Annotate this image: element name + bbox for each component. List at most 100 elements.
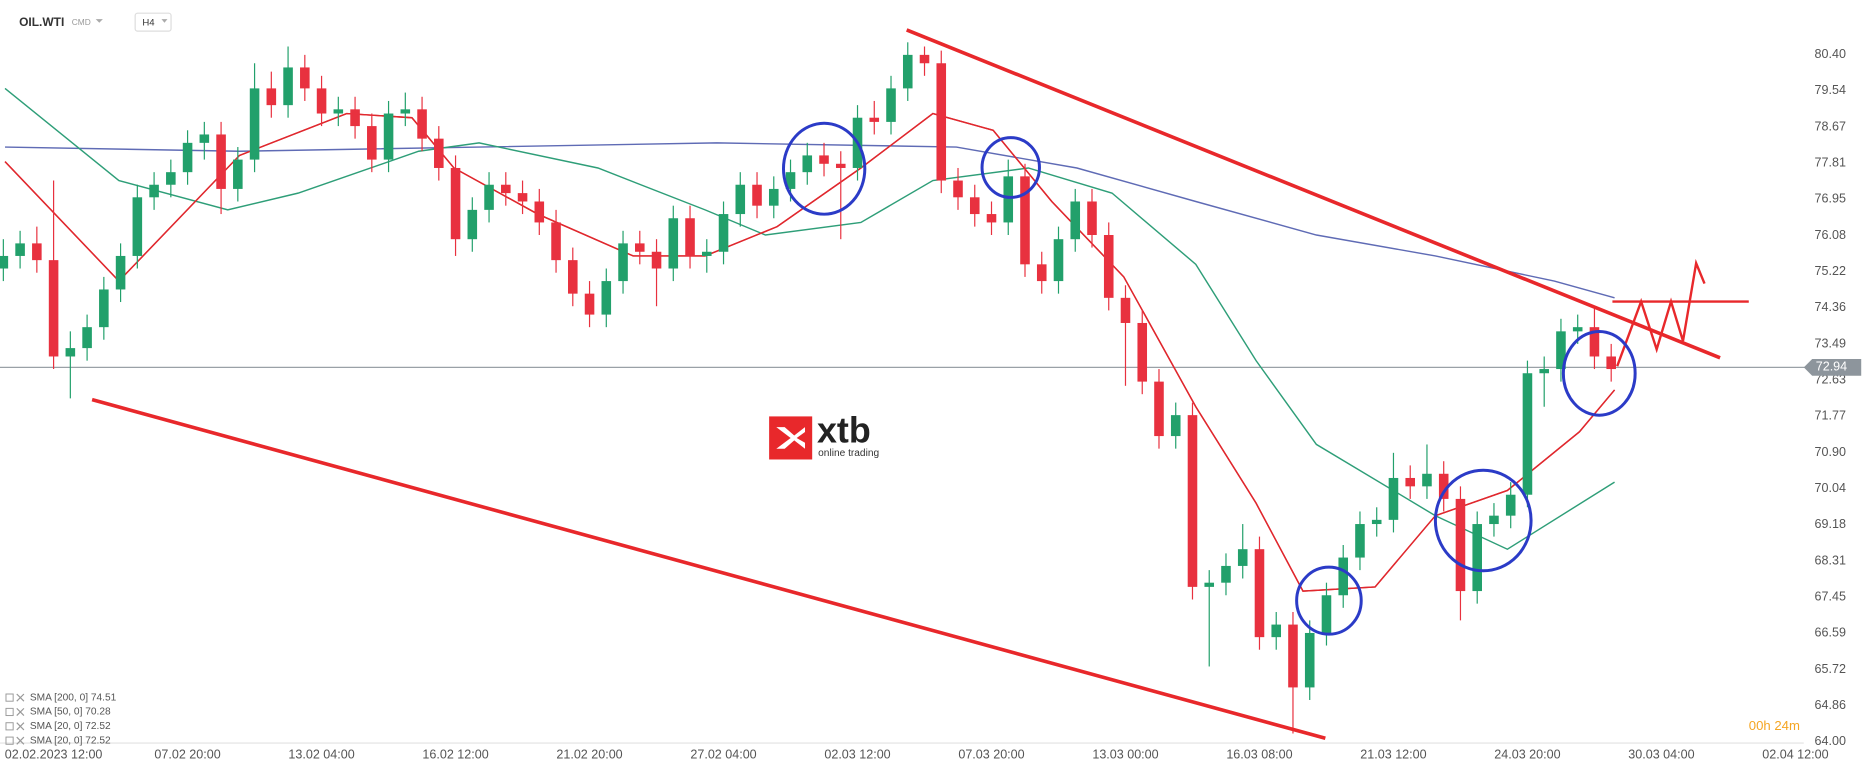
candle-body — [1489, 515, 1499, 525]
candle-body — [534, 201, 545, 223]
y-tick-label: 73.49 — [1815, 337, 1846, 351]
candle-body — [132, 197, 143, 256]
instrument: OIL.WTI — [19, 15, 64, 29]
candle-body — [601, 281, 612, 315]
x-tick-label: 02.03 12:00 — [824, 747, 890, 761]
x-tick-label: 16.03 08:00 — [1226, 747, 1292, 761]
candle-body — [166, 172, 176, 185]
candle-body — [32, 243, 42, 261]
y-tick-label: 68.31 — [1815, 554, 1846, 568]
highlight-circle — [1295, 565, 1363, 636]
candle-body — [0, 255, 9, 269]
candle-body — [1036, 264, 1047, 282]
logo: xtb online trading — [769, 411, 879, 460]
y-tick-label: 71.77 — [1815, 409, 1846, 423]
legend-close — [16, 707, 25, 716]
candle-body — [115, 255, 126, 290]
x-tick-label: 13.03 00:00 — [1092, 747, 1158, 761]
timeframe[interactable]: H4 — [142, 17, 155, 28]
x-tick-label: 24.03 20:00 — [1494, 747, 1560, 761]
candle-body — [249, 88, 260, 160]
candle-body — [316, 88, 327, 114]
x-tick-label: 07.02 20:00 — [154, 747, 220, 761]
candle-body — [1455, 498, 1466, 592]
candle-body — [1422, 473, 1432, 487]
candle-body — [199, 134, 210, 143]
y-tick-label: 66.59 — [1815, 626, 1846, 640]
y-tick-label: 79.54 — [1815, 83, 1846, 97]
candle-body — [283, 67, 293, 106]
candle-body — [383, 113, 394, 160]
candle-body — [668, 218, 679, 269]
candle-body — [685, 218, 695, 256]
candle-body — [48, 260, 59, 357]
candle-body — [584, 293, 595, 315]
candle-body — [835, 163, 846, 168]
highlight-circle — [781, 121, 867, 216]
candle-body — [618, 243, 628, 282]
candle-body — [266, 88, 277, 106]
candle-body — [869, 117, 880, 122]
candle-body — [484, 184, 494, 210]
legend-entry: SMA [20, 0] 72.52 — [30, 721, 111, 732]
legend-close — [16, 736, 25, 745]
candle-body — [350, 109, 360, 127]
y-tick-label: 74.36 — [1815, 300, 1846, 314]
candle-body — [1388, 477, 1399, 520]
candle-body — [986, 214, 997, 223]
candle-body — [434, 138, 444, 168]
timeframe-box[interactable] — [134, 12, 172, 32]
legend-entry: SMA [50, 0] 70.28 — [30, 707, 111, 718]
x-tick-label: 30.03 04:00 — [1628, 747, 1694, 761]
logo-x — [776, 427, 806, 449]
candle-body — [1556, 331, 1566, 370]
candle-body — [1020, 176, 1030, 265]
candle-body — [1187, 415, 1198, 587]
candle-body — [1472, 524, 1482, 592]
candle-body — [768, 188, 779, 206]
candle-body — [216, 134, 226, 189]
legend-icon — [5, 722, 14, 731]
candle-body — [1304, 632, 1315, 688]
x-tick-label: 02.04 12:00 — [1762, 747, 1828, 761]
candle-body — [300, 67, 310, 89]
logo-text: xtb — [817, 411, 871, 451]
candle-body — [551, 222, 561, 261]
candle-body — [1405, 477, 1415, 487]
legend-icon — [5, 693, 14, 702]
candle-body — [1103, 235, 1114, 298]
candle-body — [1221, 565, 1231, 583]
candle-body — [1003, 176, 1014, 223]
candle-body — [1137, 322, 1148, 382]
candle-body — [1321, 595, 1332, 633]
candle-body — [417, 109, 427, 139]
candle-body — [1522, 373, 1533, 495]
candle-body — [936, 63, 947, 181]
candle-body — [969, 197, 980, 215]
timeframe-arrow[interactable] — [161, 19, 168, 23]
candle-body — [1271, 624, 1282, 638]
candle-body — [467, 209, 478, 240]
projection-path — [1616, 258, 1706, 367]
candle-body — [701, 251, 712, 256]
legend-close — [16, 693, 25, 702]
candle-body — [735, 184, 746, 215]
candle-body — [635, 243, 645, 252]
y-tick-label: 67.45 — [1815, 590, 1846, 604]
candle-body — [1288, 624, 1298, 688]
y-tick-label: 72.63 — [1815, 373, 1846, 387]
candle-body — [819, 155, 829, 164]
candle-body — [149, 184, 159, 198]
candle-body — [802, 155, 813, 173]
candle-body — [953, 180, 963, 198]
y-tick-label: 80.40 — [1815, 47, 1846, 61]
x-tick-label: 07.03 20:00 — [958, 747, 1024, 761]
current-price-label: 72.94 — [1816, 360, 1847, 374]
y-tick-label: 76.95 — [1815, 192, 1846, 206]
trend-line — [91, 397, 1326, 741]
candle-body — [1371, 519, 1382, 525]
candle-body — [333, 109, 344, 114]
dropdown-arrow[interactable] — [95, 19, 103, 23]
candle-body — [1338, 557, 1349, 596]
